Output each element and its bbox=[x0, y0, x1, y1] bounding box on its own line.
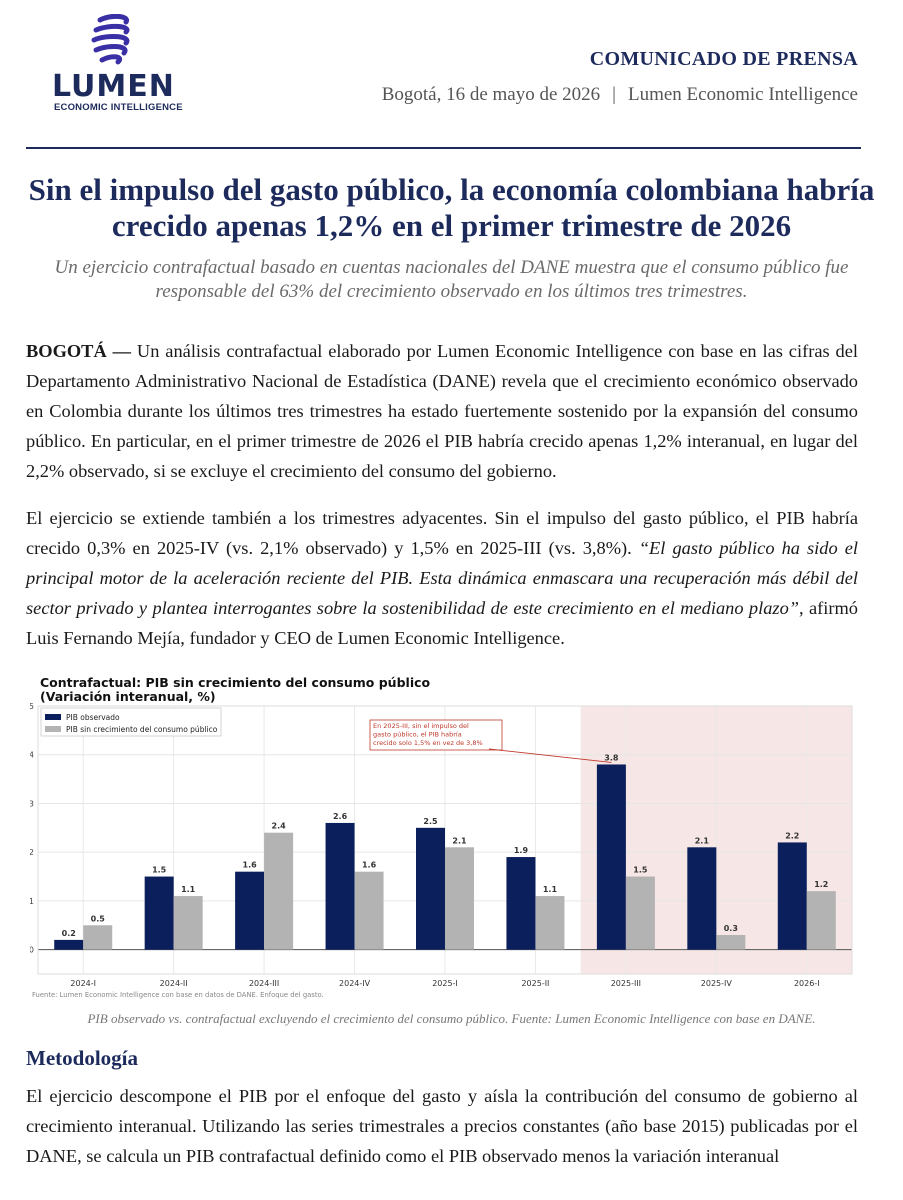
paragraph-intro-text: Un análisis contrafactual elaborado por … bbox=[26, 341, 859, 481]
bar-counterfactual bbox=[83, 925, 113, 950]
logo-wordmark: LUMEN bbox=[52, 69, 175, 104]
bar-value-label: 1.5 bbox=[633, 866, 648, 875]
counterfactual-gdp-chart: Contrafactual: PIB sin crecimiento del c… bbox=[30, 675, 853, 999]
ceo-quote: “El gasto público ha sido el principal m… bbox=[26, 538, 858, 618]
annotation-text: En 2025-III, sin el impulso del bbox=[373, 722, 469, 730]
press-release-label: COMUNICADO DE PRENSA bbox=[589, 48, 858, 70]
bar-counterfactual bbox=[716, 935, 746, 950]
bar-counterfactual bbox=[625, 876, 655, 950]
plot-frame bbox=[37, 705, 853, 975]
y-tick-label: 4 bbox=[30, 751, 34, 760]
y-tick-label: 0 bbox=[30, 946, 34, 955]
bar-observed bbox=[54, 939, 84, 950]
bar-value-label: 0.5 bbox=[91, 914, 106, 923]
bar-observed bbox=[596, 764, 626, 950]
bar-value-label: 2.6 bbox=[333, 812, 348, 821]
company-logo: LUMEN ECONOMIC INTELLIGENCE bbox=[52, 14, 183, 114]
dateline: Bogotá, 16 de mayo de 2026 | Lumen Economi… bbox=[382, 84, 858, 106]
bar-value-label: 3.8 bbox=[604, 753, 619, 762]
bar-observed bbox=[506, 857, 536, 950]
chart-caption: PIB observado vs. contrafactual excluyen… bbox=[87, 1011, 816, 1026]
chart-title: Contrafactual: PIB sin crecimiento del c… bbox=[40, 675, 431, 690]
bar-observed bbox=[416, 827, 445, 950]
bar-value-label: 2.4 bbox=[272, 822, 287, 831]
paragraph-intro: BOGOTÁ — Un análisis contrafactual elabo… bbox=[26, 336, 858, 486]
bar-value-label: 1.1 bbox=[181, 885, 196, 894]
x-tick-label: 2024-II bbox=[160, 979, 188, 988]
dateline-separator: | bbox=[612, 84, 616, 105]
x-tick-label: 2025-III bbox=[611, 979, 641, 988]
bar-observed bbox=[144, 876, 174, 950]
spiral-logo-icon bbox=[91, 14, 130, 65]
paragraph-methodology: El ejercicio descompone el PIB por el en… bbox=[26, 1086, 858, 1166]
bar-value-label: 2.1 bbox=[452, 836, 467, 845]
subheadline: Un ejercicio contrafactual basado en cue… bbox=[54, 257, 849, 302]
y-tick-label: 5 bbox=[30, 702, 34, 711]
annotation-text: gasto público, el PIB habría bbox=[373, 731, 462, 739]
bar-observed bbox=[687, 847, 717, 950]
legend-label: PIB sin crecimiento del consumo público bbox=[66, 725, 218, 734]
bar-observed bbox=[777, 842, 807, 950]
y-tick-label: 1 bbox=[30, 897, 34, 906]
bar-value-label: 1.9 bbox=[514, 846, 529, 855]
annotation-text: crecido solo 1,5% en vez de 3,8% bbox=[373, 739, 483, 747]
date-place: Bogotá, 16 de mayo de 2026 bbox=[381, 84, 601, 105]
bar-value-label: 1.1 bbox=[543, 885, 558, 894]
bar-value-label: 1.5 bbox=[152, 866, 167, 875]
bar-value-label: 1.6 bbox=[243, 861, 258, 870]
bar-counterfactual bbox=[264, 832, 294, 950]
organization-name: Lumen Economic Intelligence bbox=[627, 84, 858, 105]
bar-value-label: 1.6 bbox=[362, 861, 377, 870]
bar-counterfactual bbox=[173, 896, 203, 950]
legend-box bbox=[40, 707, 222, 737]
bar-counterfactual bbox=[445, 847, 474, 950]
bar-counterfactual bbox=[806, 891, 836, 950]
bar-counterfactual bbox=[354, 871, 384, 950]
bar-value-label: 0.3 bbox=[724, 924, 738, 933]
bar-value-label: 2.2 bbox=[785, 831, 799, 840]
bar-value-label: 2.1 bbox=[695, 836, 710, 845]
y-tick-label: 3 bbox=[30, 799, 34, 808]
x-tick-label: 2024-IV bbox=[339, 979, 371, 988]
bar-value-label: 2.5 bbox=[423, 817, 438, 826]
y-tick-label: 2 bbox=[30, 848, 34, 857]
methodology-heading: Metodología bbox=[26, 1046, 138, 1070]
header-divider bbox=[26, 147, 861, 149]
paragraph-quote: El ejercicio se extiende también a los t… bbox=[26, 503, 858, 653]
bar-counterfactual bbox=[535, 896, 565, 950]
x-tick-label: 2025-IV bbox=[701, 979, 733, 988]
bar-observed bbox=[235, 871, 265, 950]
x-tick-label: 2024-I bbox=[70, 979, 96, 988]
headline: Sin el impulso del gasto público, la eco… bbox=[28, 172, 875, 243]
logo-subtitle: ECONOMIC INTELLIGENCE bbox=[54, 102, 183, 113]
x-tick-label: 2026-I bbox=[794, 979, 820, 988]
bar-value-label: 0.2 bbox=[62, 929, 76, 938]
bar-value-label: 1.2 bbox=[814, 880, 828, 889]
paragraph-quote-text: El ejercicio se extiende también a los t… bbox=[26, 508, 858, 558]
x-tick-label: 2025-I bbox=[432, 979, 458, 988]
legend-swatch bbox=[45, 726, 61, 732]
annotation-arrow bbox=[488, 748, 612, 763]
chart-subtitle: (Variación interanual, %) bbox=[40, 689, 216, 704]
quote-attribution: , afirmó Luis Fernando Mejía, fundador y… bbox=[26, 598, 858, 648]
legend-swatch bbox=[45, 714, 61, 720]
chart-source: Fuente: Lumen Economic Intelligence con … bbox=[32, 991, 324, 999]
legend-label: PIB observado bbox=[66, 713, 120, 722]
annotation-box bbox=[369, 719, 503, 751]
x-tick-label: 2024-III bbox=[249, 979, 279, 988]
bar-observed bbox=[325, 822, 355, 950]
dateline-lead: BOGOTÁ — bbox=[26, 341, 132, 361]
x-tick-label: 2025-II bbox=[521, 979, 549, 988]
